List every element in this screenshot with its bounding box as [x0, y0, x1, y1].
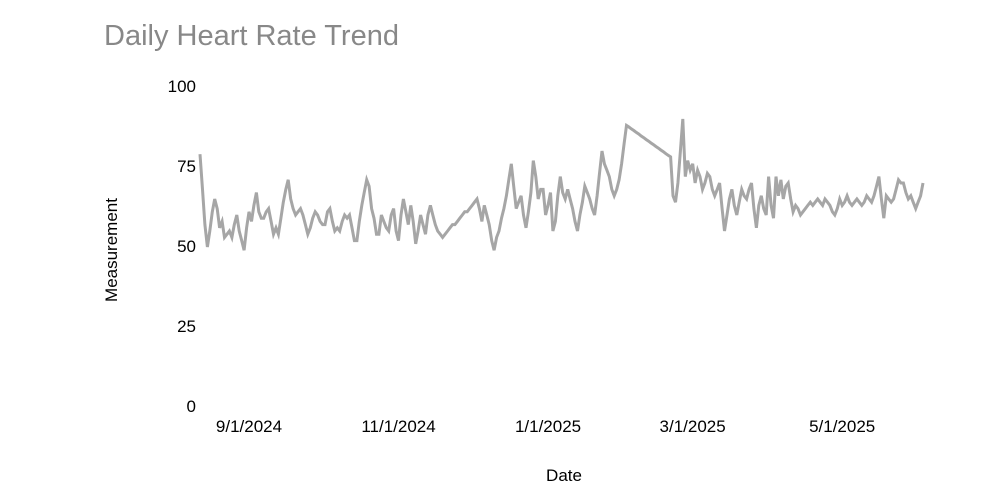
y-tick-label: 100	[167, 77, 196, 96]
x-tick-label: 5/1/2025	[809, 417, 876, 436]
x-tick-label: 11/1/2024	[361, 417, 436, 436]
x-axis-label: Date	[546, 466, 582, 485]
x-tick-label: 1/1/2025	[514, 417, 582, 436]
chart-title: Daily Heart Rate Trend	[104, 20, 399, 52]
y-tick-label: 75	[177, 157, 196, 176]
x-tick-label: 9/1/2024	[215, 417, 283, 436]
y-tick-label: 50	[177, 237, 196, 256]
y-tick-label: 0	[186, 397, 196, 416]
x-tick-label: 3/1/2025	[659, 417, 726, 436]
trend-line	[198, 118, 925, 251]
y-tick-label: 25	[177, 317, 196, 336]
